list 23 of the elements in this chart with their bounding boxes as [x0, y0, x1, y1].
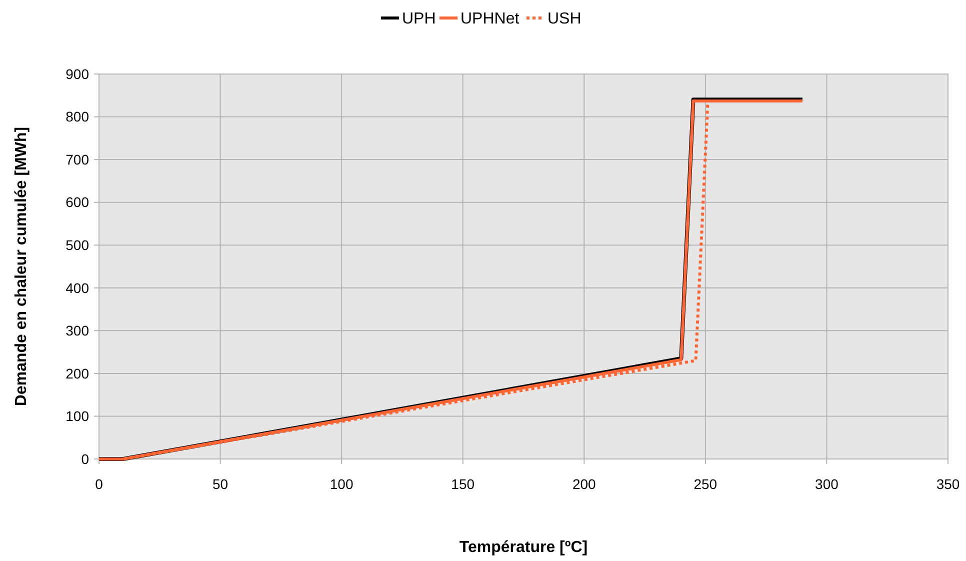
x-tick-label: 150 — [451, 476, 475, 492]
x-tick-label: 350 — [936, 476, 960, 492]
y-tick-label: 300 — [66, 322, 90, 339]
x-tick-label: 300 — [815, 476, 839, 492]
x-tick-label: 50 — [212, 476, 228, 492]
x-tick-label: 200 — [572, 476, 596, 492]
y-tick-label: 0 — [81, 450, 90, 467]
x-tick-label: 100 — [330, 476, 354, 492]
y-tick-label: 700 — [66, 151, 90, 168]
legend-label: UPHNet — [460, 10, 520, 28]
legend-label: UPH — [402, 10, 436, 28]
y-tick-label: 900 — [66, 66, 90, 82]
x-axis-title: Température [ºC] — [459, 539, 588, 556]
y-tick-label: 500 — [66, 237, 90, 254]
y-tick-label: 200 — [66, 365, 90, 382]
y-tick-label: 100 — [66, 408, 90, 424]
y-tick-label: 600 — [66, 194, 90, 210]
x-tick-label: 0 — [95, 476, 104, 492]
legend-label: USH — [548, 10, 582, 28]
y-tick-label: 800 — [66, 108, 90, 125]
y-tick-label: 400 — [66, 280, 90, 296]
x-tick-label: 250 — [694, 476, 718, 492]
y-axis-title: Demande en chaleur cumulée [MWh] — [13, 126, 30, 406]
